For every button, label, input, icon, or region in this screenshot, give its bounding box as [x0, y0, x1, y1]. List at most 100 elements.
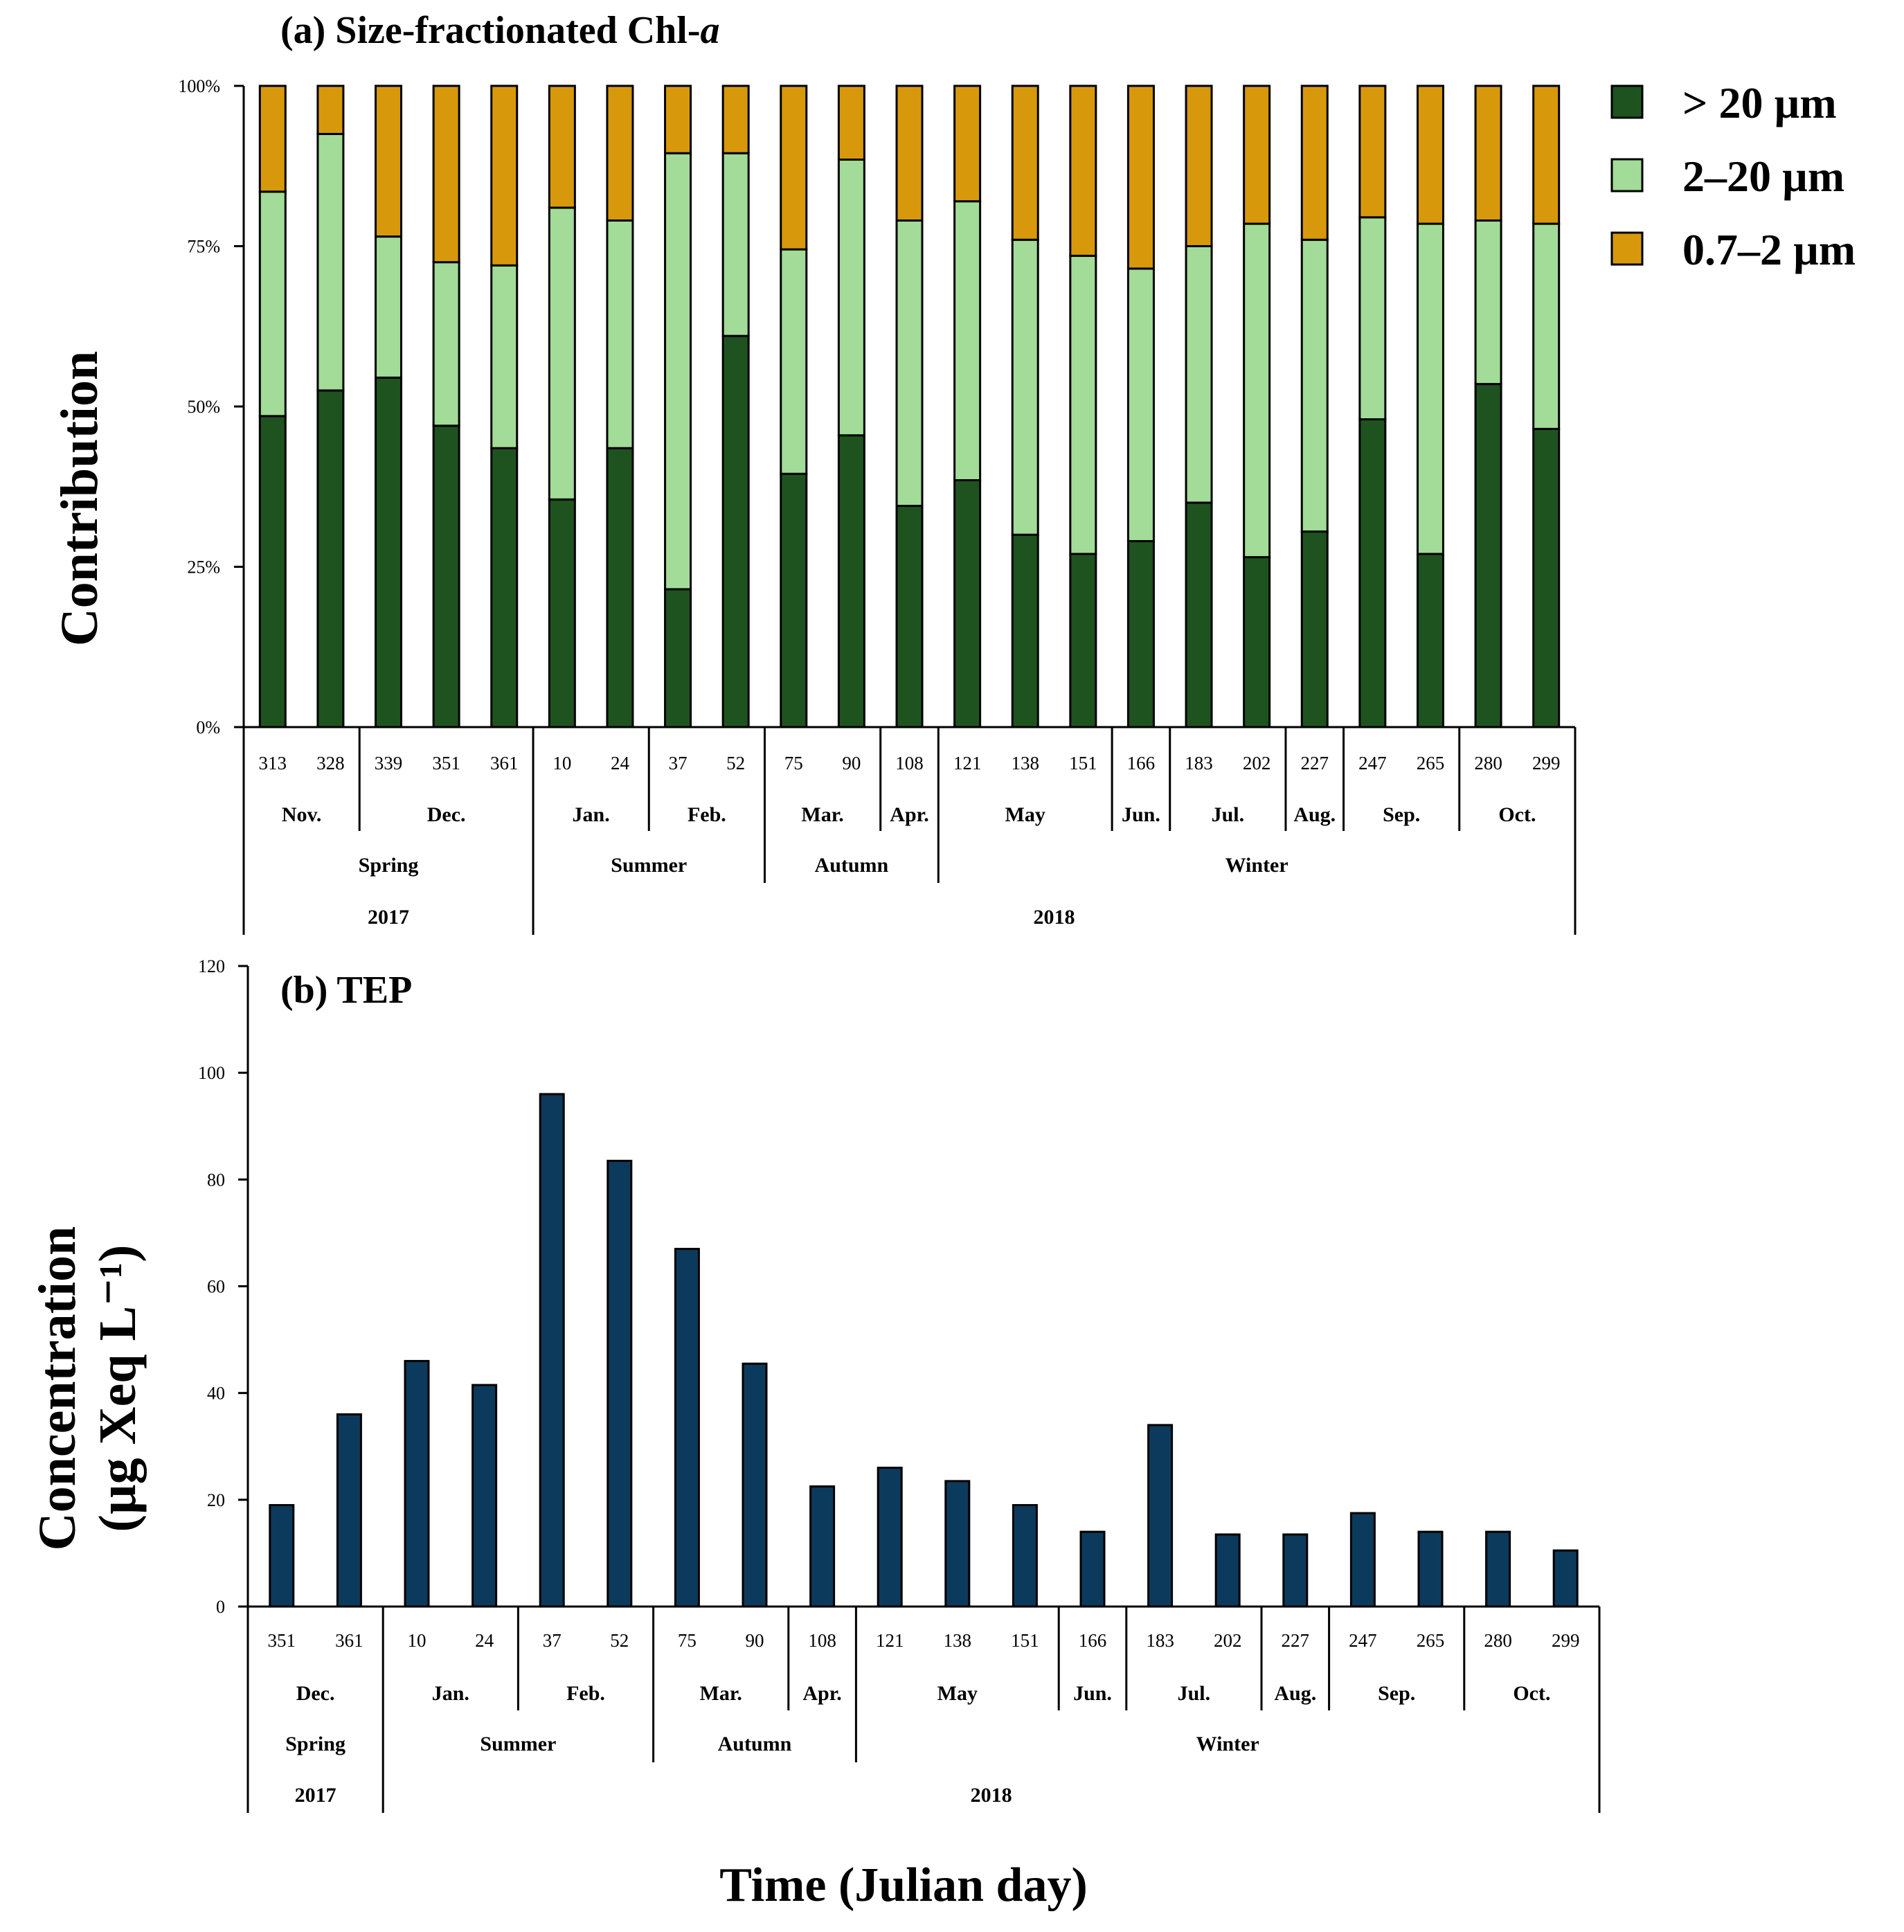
- panel-a-bar-segment-small: [664, 84, 692, 154]
- panel-b-month-label: May: [937, 1682, 978, 1705]
- panel-a-y-tick-label: 25%: [187, 557, 220, 578]
- panel-b-bar: [1485, 1530, 1511, 1608]
- panel-b-bar: [1349, 1512, 1376, 1608]
- panel-a-bar-segment-small: [606, 84, 634, 222]
- panel-b-chart: (b) TEP Concentration(µg Xeq L⁻¹) 0 20 40 60 8…: [28, 956, 1601, 1813]
- panel-a-bar-segment-medium: [1532, 222, 1561, 430]
- panel-a-x-tick-label: 339: [375, 753, 403, 773]
- panel-a-month-label: Jul.: [1212, 803, 1245, 826]
- panel-b-y-tick-label: 40: [207, 1384, 225, 1404]
- panel-a-bar-segment-large: [375, 376, 403, 728]
- panel-a-x-tick-label: 166: [1127, 753, 1156, 773]
- panel-b-y-tick-label: 60: [207, 1277, 225, 1297]
- panel-a-y-tick-label: 50%: [187, 397, 220, 417]
- panel-a-bar-segment-medium: [316, 132, 345, 392]
- panel-a-bar-segment-small: [548, 84, 576, 209]
- panel-a-bar-segment-large: [1185, 501, 1213, 728]
- panel-a-bar-segment-small: [432, 84, 460, 264]
- panel-b-x-tick-label: 227: [1282, 1630, 1310, 1651]
- panel-a-x-tick-label: 24: [611, 753, 630, 773]
- panel-a-bar-segment-medium: [1243, 222, 1271, 559]
- panel-a-bar-segment-large: [1243, 556, 1271, 728]
- panel-b-bar: [1417, 1530, 1444, 1608]
- panel-a-bar-segment-small: [953, 84, 982, 203]
- panel-b-x-tick-label: 265: [1417, 1630, 1445, 1651]
- panel-a-season-label: Winter: [1225, 854, 1288, 877]
- panel-a-bar-segment-large: [316, 389, 345, 728]
- panel-b-x-tick-label: 52: [610, 1630, 629, 1651]
- panel-b-month-label: Feb.: [566, 1682, 605, 1705]
- panel-a-bar-segment-large: [721, 334, 750, 728]
- panel-a-month-label: Feb.: [688, 803, 726, 826]
- panel-b-bar: [944, 1480, 971, 1608]
- legend-swatch-small: [1610, 231, 1644, 266]
- panel-a-bar-segment-small: [1185, 84, 1213, 247]
- panel-a-bar-segment-large: [953, 478, 982, 728]
- panel-a-bar-segment-large: [837, 434, 865, 728]
- panel-a-bar-segment-medium: [1185, 245, 1213, 504]
- panel-b-y-axis-title-line1: Concentration: [28, 1226, 87, 1551]
- panel-b-x-tick-label: 166: [1079, 1630, 1107, 1651]
- panel-a-x-tick-label: 227: [1301, 753, 1329, 773]
- panel-a-x-tick-label: 37: [669, 753, 688, 773]
- panel-a-bar-segment-medium: [721, 152, 750, 337]
- panel-b-bar: [336, 1413, 362, 1608]
- panel-a-month-label: Jun.: [1122, 803, 1160, 826]
- panel-a-bar-segment-small: [1011, 84, 1039, 241]
- panel-b-y-axis-title: Concentration(µg Xeq L⁻¹): [28, 1226, 147, 1551]
- panel-a-bar-segment-large: [1416, 553, 1444, 728]
- panel-a-month-label: Sep.: [1383, 803, 1420, 826]
- panel-a-bar-segment-small: [1532, 84, 1561, 225]
- panel-a-x-tick-label: 313: [259, 753, 287, 773]
- panel-a-title-italic: a: [701, 9, 720, 52]
- panel-b-x-tick-label: 138: [944, 1630, 972, 1651]
- panel-a-x-tick-label: 247: [1358, 753, 1387, 773]
- panel-b-x-tick-label: 90: [746, 1630, 764, 1651]
- panel-b-month-label: Jan.: [432, 1682, 469, 1705]
- panel-a-bar-segment-medium: [1126, 267, 1155, 542]
- panel-a-bar-segment-medium: [837, 158, 865, 437]
- panel-b-y-tick-label: 100: [198, 1063, 225, 1083]
- panel-a-bar-segment-large: [1532, 427, 1561, 728]
- panel-a-bar-segment-small: [837, 84, 865, 161]
- panel-b-bar: [742, 1362, 768, 1608]
- panel-b-bar: [1214, 1533, 1241, 1608]
- panel-b-bar: [674, 1248, 700, 1608]
- panel-a-bar-segment-large: [490, 447, 519, 728]
- panel-a-bar-segment-small: [1069, 84, 1097, 257]
- panel-a-month-label: Mar.: [801, 803, 843, 826]
- panel-a-bar-segment-large: [258, 415, 287, 728]
- panel-b-x-tick-label: 247: [1349, 1630, 1377, 1651]
- panel-b-month-label: Mar.: [700, 1682, 742, 1705]
- panel-a-y-tick-label: 75%: [187, 237, 220, 257]
- legend-swatch-large: [1610, 84, 1644, 119]
- panel-b-bar: [1552, 1549, 1579, 1608]
- panel-a-bar-segment-medium: [664, 152, 692, 591]
- panel-b-y-tick-label: 20: [207, 1490, 225, 1510]
- panel-b-y-axis-title-line2: (µg Xeq L⁻¹): [89, 1245, 147, 1532]
- panel-a-bar-segment-small: [1300, 84, 1329, 241]
- panel-b-y-tick-label: 0: [216, 1597, 225, 1617]
- panel-a-bar-segment-medium: [432, 261, 460, 427]
- panel-b-bar: [539, 1093, 565, 1608]
- panel-a-bar-segment-large: [1474, 383, 1502, 728]
- panel-b-x-tick-label: 361: [335, 1630, 363, 1651]
- panel-b-x-tick-label: 183: [1146, 1630, 1174, 1651]
- panel-a-x-tick-label: 90: [842, 753, 861, 773]
- panel-a-bar-segment-medium: [1416, 222, 1444, 555]
- panel-b-month-label: Jun.: [1073, 1682, 1112, 1705]
- panel-b-x-tick-label: 121: [876, 1630, 904, 1651]
- panel-a-bar-segment-small: [490, 84, 519, 267]
- panel-a-bar-segment-medium: [953, 200, 982, 481]
- panel-a-bar-segment-large: [664, 588, 692, 728]
- panel-b-season-label: Autumn: [718, 1733, 792, 1755]
- panel-a-x-tick-label: 151: [1069, 753, 1097, 773]
- panel-b-month-label: Oct.: [1513, 1682, 1550, 1705]
- panel-b-y-tick-label: 80: [207, 1170, 225, 1190]
- panel-a-bar-segment-medium: [548, 206, 576, 501]
- panel-a-bar-segment-medium: [895, 219, 924, 508]
- panel-a-bar-segment-small: [316, 84, 345, 135]
- panel-a-bar-segment-large: [1300, 530, 1329, 728]
- panel-a-bar-segment-small: [721, 84, 750, 154]
